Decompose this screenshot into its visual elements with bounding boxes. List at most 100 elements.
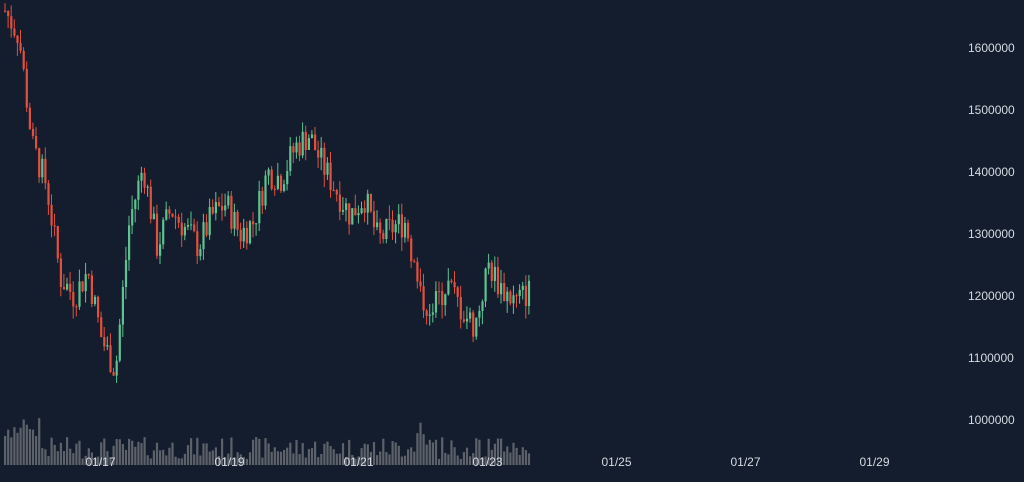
candle-body xyxy=(332,189,335,191)
candle-body xyxy=(270,169,273,189)
candle-body xyxy=(87,274,90,276)
volume-bar xyxy=(273,447,276,465)
candle-body xyxy=(438,291,441,293)
candle-body xyxy=(81,281,84,292)
candle-body xyxy=(413,261,416,263)
volume-bar xyxy=(413,451,416,465)
candle-body xyxy=(292,146,295,153)
volume-bar xyxy=(462,452,465,465)
volume-bar xyxy=(62,451,66,465)
volume-bar xyxy=(124,449,128,465)
volume-bar xyxy=(233,457,236,465)
candle-body xyxy=(202,222,205,250)
candle-body xyxy=(441,291,444,306)
candle-body xyxy=(124,259,128,288)
volume-bar xyxy=(208,451,211,465)
volume-bar xyxy=(484,456,487,465)
volume-bar xyxy=(50,437,53,465)
y-tick-label: 1200000 xyxy=(968,289,1015,303)
volume-bar xyxy=(351,454,354,465)
volume-bar xyxy=(106,451,109,465)
candle-body xyxy=(134,199,137,210)
candle-body xyxy=(515,295,518,297)
volume-bar xyxy=(472,453,475,465)
candle-body xyxy=(267,169,270,176)
candle-body xyxy=(403,222,407,238)
volume-bar xyxy=(177,458,180,465)
volume-bar xyxy=(301,442,304,465)
volume-bar xyxy=(186,445,190,465)
volume-bar xyxy=(149,458,152,465)
volume-bar xyxy=(490,449,493,465)
price-axis: 1000000 1100000 1200000 1300000 1400000 15000… xyxy=(968,41,1015,427)
candle-body xyxy=(205,222,208,236)
candle-body xyxy=(146,186,149,188)
candle-body xyxy=(329,162,332,190)
x-tick-label: 01/25 xyxy=(601,455,631,469)
candle-body xyxy=(341,209,345,212)
candle-body xyxy=(193,224,196,232)
volume-bar xyxy=(72,453,75,465)
volume-bar xyxy=(493,443,496,465)
candle-body xyxy=(97,296,100,318)
volume-bar xyxy=(162,449,165,465)
candle-body xyxy=(388,218,391,220)
candle-body xyxy=(444,294,447,306)
volume-bar xyxy=(469,456,472,465)
candle-body xyxy=(273,188,276,190)
candle-body xyxy=(379,222,382,233)
candle-body xyxy=(56,226,59,259)
volume-layer xyxy=(4,418,531,465)
candle-body xyxy=(183,226,186,236)
candle-body xyxy=(363,208,366,213)
candle-body xyxy=(7,11,10,17)
volume-bar xyxy=(385,452,388,465)
volume-bar xyxy=(152,450,155,465)
volume-bar xyxy=(447,454,450,465)
candle-body xyxy=(22,50,25,69)
volume-bar xyxy=(258,438,261,465)
volume-bar xyxy=(298,454,301,465)
volume-bar xyxy=(453,447,456,465)
candle-body xyxy=(283,184,286,191)
candle-body xyxy=(131,209,134,226)
volume-bar xyxy=(527,453,531,465)
volume-bar xyxy=(391,441,394,465)
volume-bar xyxy=(41,448,44,465)
candle-body xyxy=(326,162,329,175)
x-tick-label: 01/29 xyxy=(859,455,889,469)
volume-bar xyxy=(369,451,372,465)
candle-body xyxy=(314,134,317,151)
volume-bar xyxy=(320,453,323,465)
candle-body xyxy=(10,16,13,29)
volume-bar xyxy=(28,429,31,465)
volume-bar xyxy=(400,456,403,465)
candle-body xyxy=(276,175,279,189)
candle-body xyxy=(475,317,478,337)
candle-body xyxy=(509,291,512,304)
candle-body xyxy=(397,214,400,225)
candle-body xyxy=(478,310,481,318)
volume-bar xyxy=(434,439,438,465)
candle-body xyxy=(174,216,177,218)
candle-body xyxy=(121,287,124,325)
volume-bar xyxy=(84,455,87,465)
volume-bar xyxy=(59,442,62,465)
candle-body xyxy=(103,337,106,347)
candle-body xyxy=(53,225,56,227)
volume-bar xyxy=(252,439,255,465)
candle-body xyxy=(459,296,462,320)
candle-body xyxy=(434,291,438,313)
candle-body xyxy=(149,186,152,220)
volume-bar xyxy=(338,453,341,465)
candle-body xyxy=(465,318,469,322)
candle-body xyxy=(59,258,62,287)
volume-bar xyxy=(31,429,35,465)
volume-bar xyxy=(317,457,320,465)
candle-body xyxy=(90,275,93,304)
candle-body xyxy=(521,285,524,290)
candle-body xyxy=(357,213,360,216)
candle-body xyxy=(407,222,410,239)
